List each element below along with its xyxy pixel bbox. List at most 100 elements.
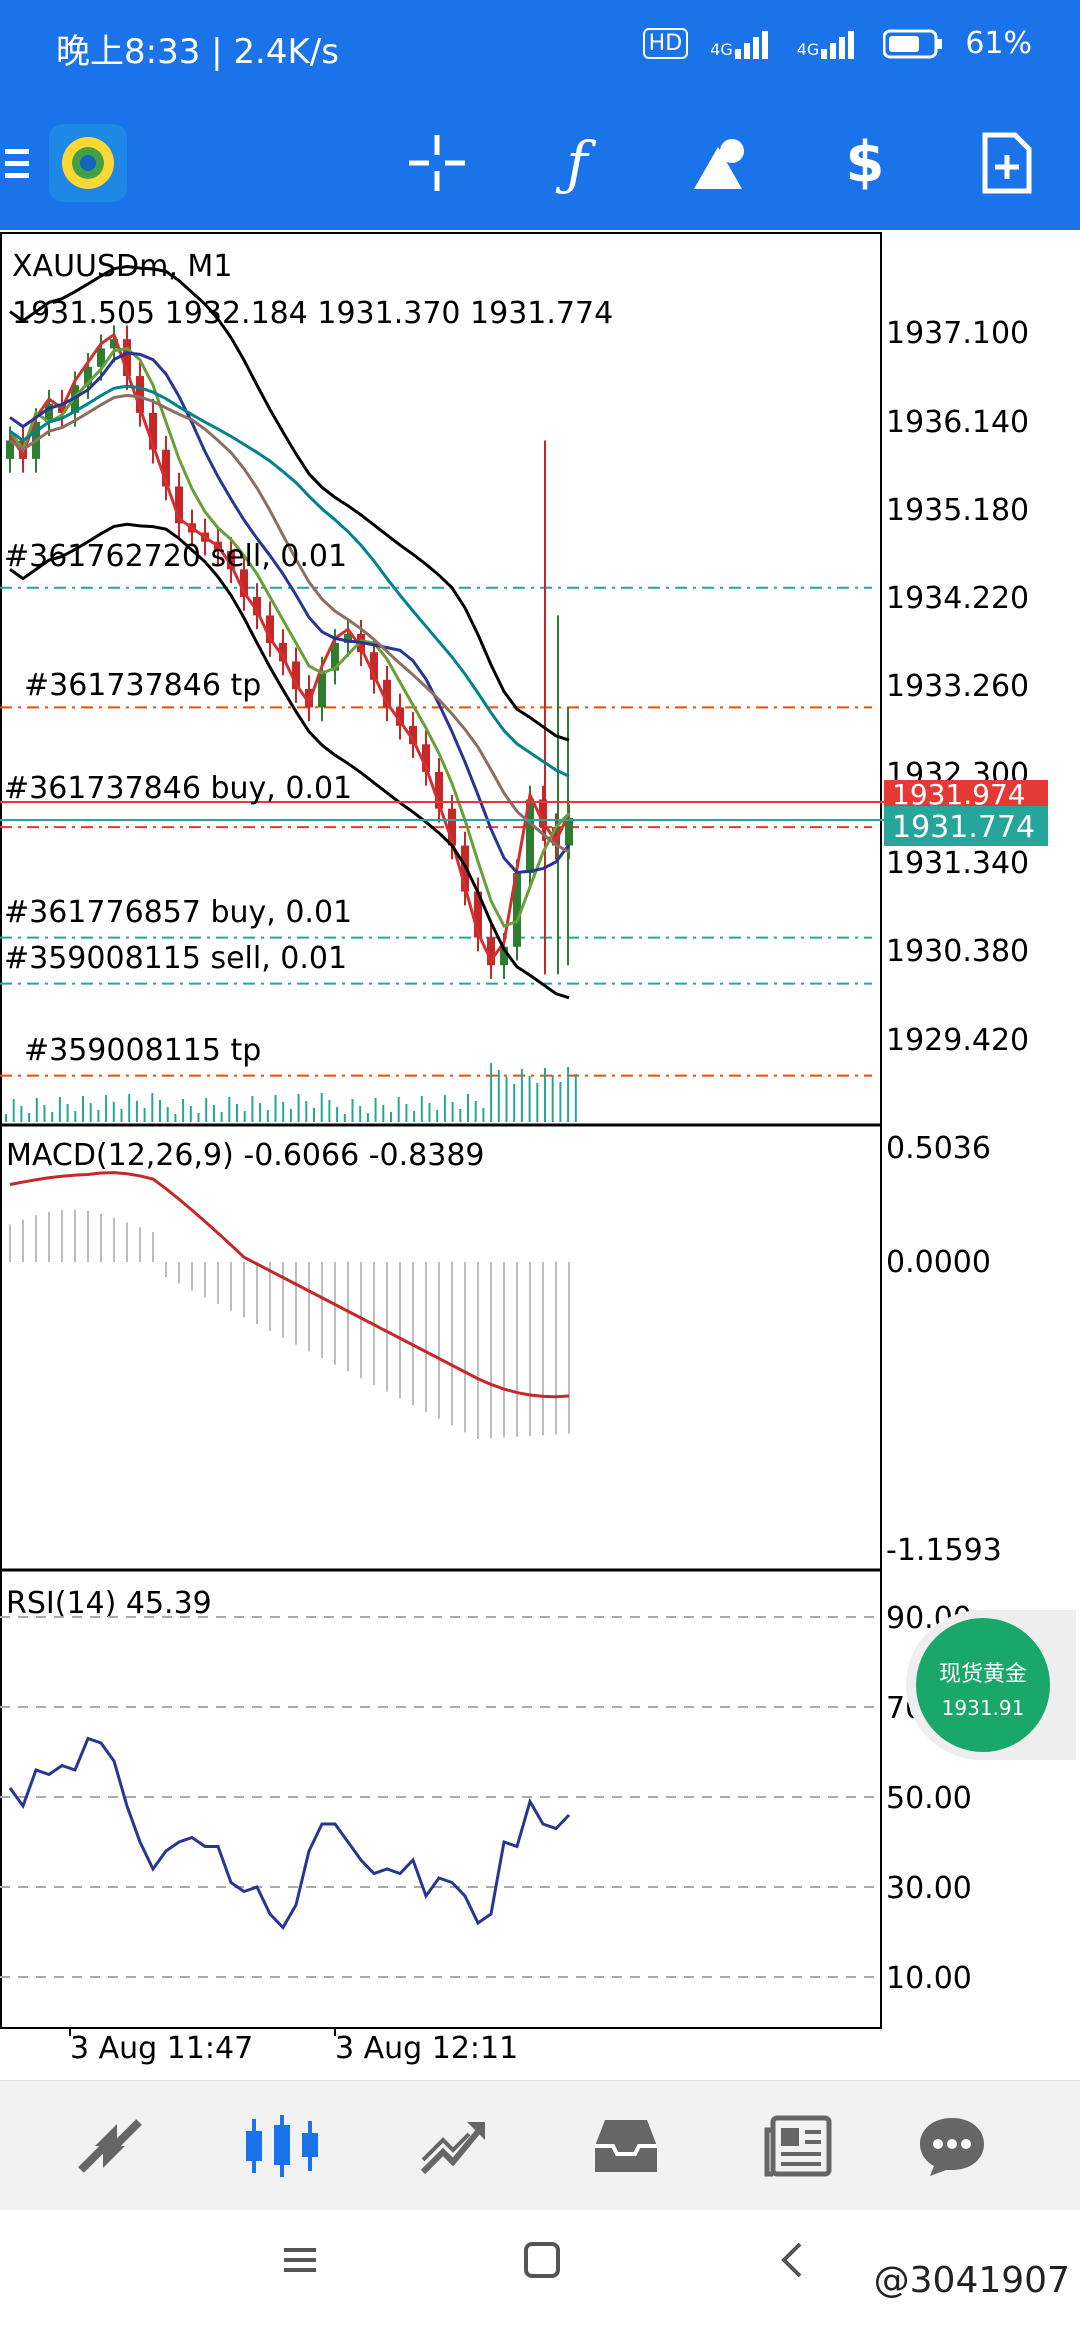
macd-level: 0.0000 (886, 1245, 991, 1280)
quotes-icon (78, 2119, 142, 2173)
home-icon[interactable] (522, 2240, 562, 2291)
price-scale: 1937.100 1936.140 1935.180 1934.220 1933… (886, 316, 1029, 1058)
macd-signal-line (9, 1171, 570, 1399)
candle-body (409, 725, 417, 745)
candle-body (513, 873, 521, 947)
rsi-level: 10.00 (886, 1961, 972, 1996)
top-toolbar: ƒ $ (0, 95, 1080, 230)
candle-body (305, 689, 313, 708)
price-label: 1929.420 (886, 1023, 1029, 1058)
signal-icon-2: 4G (797, 29, 862, 59)
candle-body (331, 642, 339, 671)
signal-icon: 4G (710, 29, 775, 59)
candle-body (422, 744, 430, 772)
menu-icon[interactable] (0, 95, 70, 230)
ask-tag (884, 780, 1048, 808)
floating-quote-badge[interactable]: 现货黄金 1931.91 (906, 1610, 1076, 1760)
price-label: 1936.140 (886, 405, 1029, 440)
back-icon[interactable] (772, 2240, 812, 2291)
inbox-icon (595, 2120, 657, 2172)
candle-body (97, 348, 105, 367)
nav-history[interactable] (556, 2081, 696, 2211)
nav-chart[interactable] (212, 2081, 352, 2211)
candles (6, 325, 573, 980)
ma-line (8, 332, 571, 964)
candle-body (136, 376, 144, 413)
price-label: 1937.100 (886, 316, 1029, 351)
status-bar: 晚上8:33 | 2.4K/s HD 4G 4G 61% (0, 0, 1080, 95)
recent-apps-icon[interactable] (280, 2240, 320, 2291)
macd-label: MACD(12,26,9) -0.6066 -0.8389 (6, 1138, 485, 1173)
chart-frame (0, 232, 882, 2029)
function-icon[interactable]: ƒ (566, 128, 588, 197)
candle-body (175, 486, 183, 524)
hd-badge: HD (642, 28, 689, 59)
candle-body (318, 670, 326, 708)
candle-body (448, 808, 456, 846)
nav-quotes[interactable] (40, 2081, 180, 2211)
band-upper (9, 264, 570, 742)
trade-chart-icon (420, 2122, 485, 2175)
candle-body (84, 366, 92, 386)
ma-line (9, 351, 571, 875)
order-lines (0, 586, 872, 1077)
candle-body (552, 827, 560, 846)
status-indicators: HD 4G 4G 61% (642, 26, 1032, 61)
chart-svg[interactable]: XAUUSDm, M1 1931.505 1932.184 1931.370 1… (0, 230, 1080, 2080)
trade-icon[interactable]: $ (845, 130, 885, 195)
candle-body (526, 799, 534, 874)
status-time: 晚上8:33 | 2.4K/s (56, 32, 339, 72)
battery-percent: 61% (965, 26, 1032, 61)
order-label-4: #361776857 buy, 0.01 (4, 895, 352, 930)
candle-body (266, 615, 274, 643)
candle-body (45, 403, 53, 423)
rsi-level: 30.00 (886, 1871, 972, 1906)
candle-body (227, 550, 235, 570)
chart-area[interactable]: XAUUSDm, M1 1931.505 1932.184 1931.370 1… (0, 230, 1080, 2080)
rsi-levels (0, 1616, 880, 1978)
price-label: 1935.180 (886, 493, 1029, 528)
candle-body (240, 569, 248, 597)
watermark: @3041907 (873, 2260, 1070, 2301)
bid-tag (884, 806, 1048, 846)
system-nav (0, 2210, 1080, 2340)
time-label: 3 Aug 12:11 (335, 2031, 518, 2066)
chat-icon (920, 2118, 984, 2176)
nav-trade[interactable] (384, 2081, 524, 2211)
new-order-icon[interactable] (952, 95, 1062, 230)
news-icon (764, 2115, 832, 2177)
candle-body (474, 891, 482, 938)
floating-quote-price: 1931.91 (941, 1696, 1025, 1720)
order-label-1: #361762720 sell, 0.01 (4, 539, 347, 574)
order-label-5: #359008115 sell, 0.01 (4, 941, 347, 976)
rsi-level: 50.00 (886, 1781, 972, 1816)
nav-news[interactable] (728, 2081, 868, 2211)
crosshair-icon[interactable] (382, 95, 492, 230)
price-label: 1933.260 (886, 669, 1029, 704)
nav-messages[interactable] (882, 2081, 1022, 2211)
candle-body (539, 799, 547, 828)
floating-quote-title: 现货黄金 (938, 1662, 1027, 1687)
chart-icon (246, 2115, 318, 2177)
ask-tag-text: 1931.974 (892, 778, 1026, 811)
candle-body (162, 449, 170, 487)
volume-bars (5, 1063, 577, 1122)
order-label-2: #361737846 tp (24, 668, 261, 703)
order-label-6: #359008115 tp (24, 1033, 261, 1068)
app-logo[interactable] (33, 95, 143, 230)
floating-quote-circle[interactable]: 现货黄金 1931.91 (916, 1618, 1050, 1752)
candle-body (487, 937, 495, 966)
indicators (8, 264, 571, 1000)
macd-level: -1.1593 (886, 1533, 1002, 1568)
ma-line (9, 393, 570, 854)
candle-body (500, 946, 508, 966)
order-label-3: #361737846 buy, 0.01 (4, 771, 352, 806)
symbol-label: XAUUSDm, M1 (12, 249, 232, 284)
ma-line (9, 384, 570, 778)
candle-body (383, 679, 391, 708)
rsi-label: RSI(14) 45.39 (6, 1586, 212, 1621)
candle-body (253, 596, 261, 616)
ma-line (8, 346, 571, 928)
objects-icon[interactable] (665, 95, 775, 230)
candle-body (435, 771, 443, 809)
